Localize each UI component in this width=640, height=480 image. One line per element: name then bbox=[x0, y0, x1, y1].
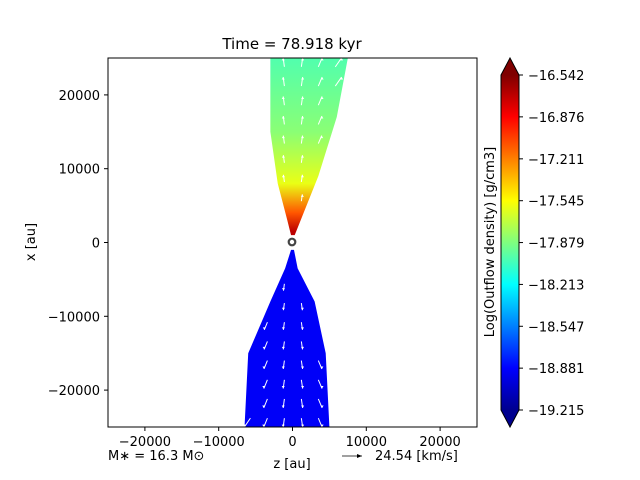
colorbar-tick-label: −16.542 bbox=[528, 69, 584, 84]
colorbar-top-extend bbox=[501, 58, 519, 75]
velocity-arrowhead bbox=[320, 405, 324, 408]
colorbar-tick-label: −17.211 bbox=[528, 153, 584, 168]
colorbar-tick-label: −19.215 bbox=[528, 404, 584, 419]
velocity-arrowhead bbox=[281, 405, 285, 408]
velocity-arrowhead bbox=[320, 424, 324, 427]
velocity-arrowhead bbox=[300, 174, 304, 178]
velocity-arrowhead bbox=[262, 386, 266, 389]
y-tick-label: −20000 bbox=[48, 384, 100, 399]
velocity-arrowhead bbox=[281, 366, 285, 369]
velocity-arrowhead bbox=[320, 58, 324, 61]
x-tick-label: −20000 bbox=[119, 435, 171, 450]
y-tick-label: 20000 bbox=[59, 89, 100, 104]
velocity-arrowhead bbox=[301, 96, 305, 99]
velocity-key-arrowhead bbox=[357, 454, 362, 458]
velocity-arrowhead bbox=[281, 135, 285, 139]
velocity-arrowhead bbox=[300, 194, 304, 197]
velocity-arrowhead bbox=[300, 155, 304, 158]
velocity-arrowhead bbox=[300, 327, 304, 330]
x-axis-label: z [au] bbox=[273, 457, 310, 472]
velocity-arrowhead bbox=[262, 327, 266, 330]
x-tick-label: 20000 bbox=[419, 435, 460, 450]
colorbar-tick-label: −17.879 bbox=[528, 237, 584, 252]
velocity-arrowhead bbox=[281, 327, 285, 330]
outflow-lobe-lower bbox=[244, 249, 330, 427]
velocity-arrowhead bbox=[301, 424, 305, 427]
velocity-arrowhead bbox=[301, 405, 305, 408]
velocity-arrowhead bbox=[301, 77, 305, 80]
velocity-arrowhead bbox=[262, 346, 266, 350]
y-tick-label: −10000 bbox=[48, 310, 100, 325]
velocity-arrowhead bbox=[301, 135, 305, 139]
chart-title: Time = 78.918 kyr bbox=[221, 35, 362, 53]
colorbar-tick-label: −18.881 bbox=[528, 362, 584, 377]
velocity-arrowhead bbox=[281, 96, 285, 99]
colorbar-tick-label: −17.545 bbox=[528, 195, 584, 210]
velocity-arrowhead bbox=[320, 366, 324, 369]
velocity-arrowhead bbox=[300, 307, 304, 311]
velocity-arrow bbox=[334, 76, 342, 87]
velocity-key: 24.54 [km/s] bbox=[342, 449, 458, 464]
velocity-arrowhead bbox=[262, 366, 266, 369]
sink-particle-marker bbox=[287, 237, 297, 247]
velocity-arrowhead bbox=[301, 58, 305, 61]
velocity-arrowhead bbox=[281, 288, 285, 291]
stellar-mass-annotation: M∗ = 16.3 M⊙ bbox=[108, 449, 204, 464]
velocity-arrowhead bbox=[320, 386, 324, 389]
velocity-arrowhead bbox=[281, 386, 285, 389]
outflow-lobe-upper bbox=[270, 58, 348, 236]
velocity-arrow bbox=[243, 417, 251, 427]
velocity-arrowhead bbox=[320, 77, 324, 80]
velocity-arrowhead bbox=[340, 77, 344, 80]
velocity-arrowhead bbox=[301, 366, 305, 369]
velocity-arrowhead bbox=[281, 346, 285, 350]
velocity-arrowhead bbox=[281, 77, 285, 80]
velocity-arrowhead bbox=[281, 424, 285, 427]
colorbar-tick-label: −18.213 bbox=[528, 278, 584, 293]
colorbar-tick-label: −18.547 bbox=[528, 320, 584, 335]
velocity-arrowhead bbox=[301, 116, 305, 119]
colorbar-label: Log(Outflow density) [g/cm3] bbox=[483, 147, 498, 338]
colorbar-tick-label: −16.876 bbox=[528, 111, 584, 126]
velocity-arrowhead bbox=[320, 96, 324, 99]
velocity-arrowhead bbox=[262, 405, 266, 408]
plot-area bbox=[242, 58, 348, 427]
x-tick-label: 0 bbox=[288, 435, 296, 450]
colorbar: −16.542 −16.876 −17.211 −17.545 −17.879 −18.2… bbox=[483, 56, 584, 429]
velocity-arrowhead bbox=[301, 386, 305, 389]
velocity-arrowhead bbox=[242, 424, 246, 427]
velocity-arrow bbox=[334, 58, 342, 68]
velocity-key-label: 24.54 [km/s] bbox=[375, 449, 458, 464]
velocity-arrowhead bbox=[281, 155, 285, 158]
velocity-arrowhead bbox=[281, 307, 285, 311]
velocity-arrowhead bbox=[301, 346, 305, 350]
colorbar-bottom-extend bbox=[501, 410, 519, 427]
velocity-arrowhead bbox=[281, 58, 285, 61]
velocity-arrowhead bbox=[281, 116, 285, 119]
x-tick-label: 10000 bbox=[346, 435, 387, 450]
y-tick-label: 10000 bbox=[59, 163, 100, 178]
velocity-arrowhead bbox=[320, 135, 324, 139]
colorbar-body bbox=[501, 75, 519, 410]
velocity-arrowhead bbox=[281, 174, 285, 178]
y-tick-label: 0 bbox=[92, 237, 100, 252]
velocity-arrowhead bbox=[340, 58, 344, 61]
y-axis-label: x [au] bbox=[24, 223, 39, 261]
x-tick-label: −10000 bbox=[193, 435, 245, 450]
velocity-arrowhead bbox=[262, 424, 266, 427]
velocity-arrowhead bbox=[320, 116, 324, 119]
